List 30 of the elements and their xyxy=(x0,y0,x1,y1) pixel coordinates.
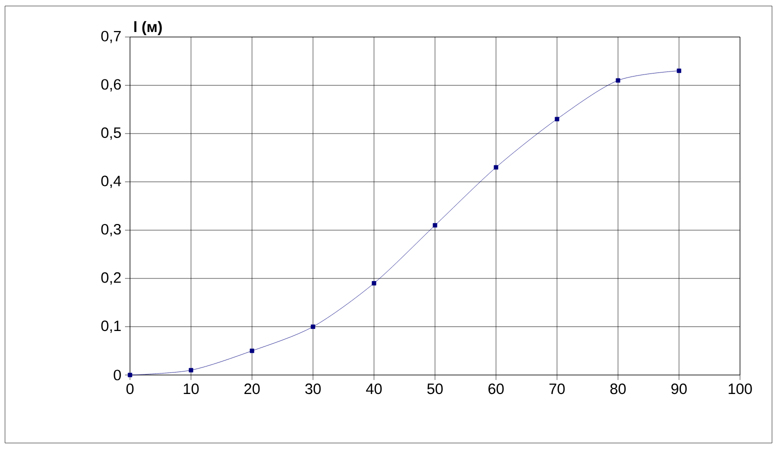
x-tick-label: 80 xyxy=(610,384,626,394)
y-tick-label: 0,5 xyxy=(101,127,121,140)
x-tick-label: 100 xyxy=(728,384,752,394)
point xyxy=(250,348,254,354)
x-tick-label: 50 xyxy=(427,384,443,394)
x-tick-label: 30 xyxy=(305,384,321,394)
x-tick-label: 10 xyxy=(184,384,199,394)
y-tick-label: 0,2 xyxy=(101,272,121,285)
point xyxy=(432,223,438,228)
y-tick-label: 0,6 xyxy=(101,79,121,92)
point xyxy=(372,281,376,286)
x-tick-label: 40 xyxy=(366,384,382,394)
x-tick-label: 60 xyxy=(488,384,504,394)
y-tick-label: 0,7 xyxy=(101,30,121,44)
x-tick-label: 70 xyxy=(549,384,565,394)
y-tick-label: 0,3 xyxy=(101,224,121,236)
x-tick-label: 90 xyxy=(671,384,687,394)
point xyxy=(676,68,682,73)
y-axis-title: l (м) xyxy=(134,21,162,36)
point xyxy=(494,165,498,170)
point xyxy=(310,324,316,329)
x-tick-label: 20 xyxy=(244,384,260,394)
x-tick-label: 0 xyxy=(126,384,134,394)
point xyxy=(128,372,132,378)
y-tick-label: 0,4 xyxy=(101,176,122,188)
point xyxy=(616,78,620,83)
point xyxy=(188,368,194,372)
point xyxy=(554,116,560,122)
y-tick-label: 0 xyxy=(114,370,121,380)
y-tick-label: 0,1 xyxy=(101,320,121,333)
